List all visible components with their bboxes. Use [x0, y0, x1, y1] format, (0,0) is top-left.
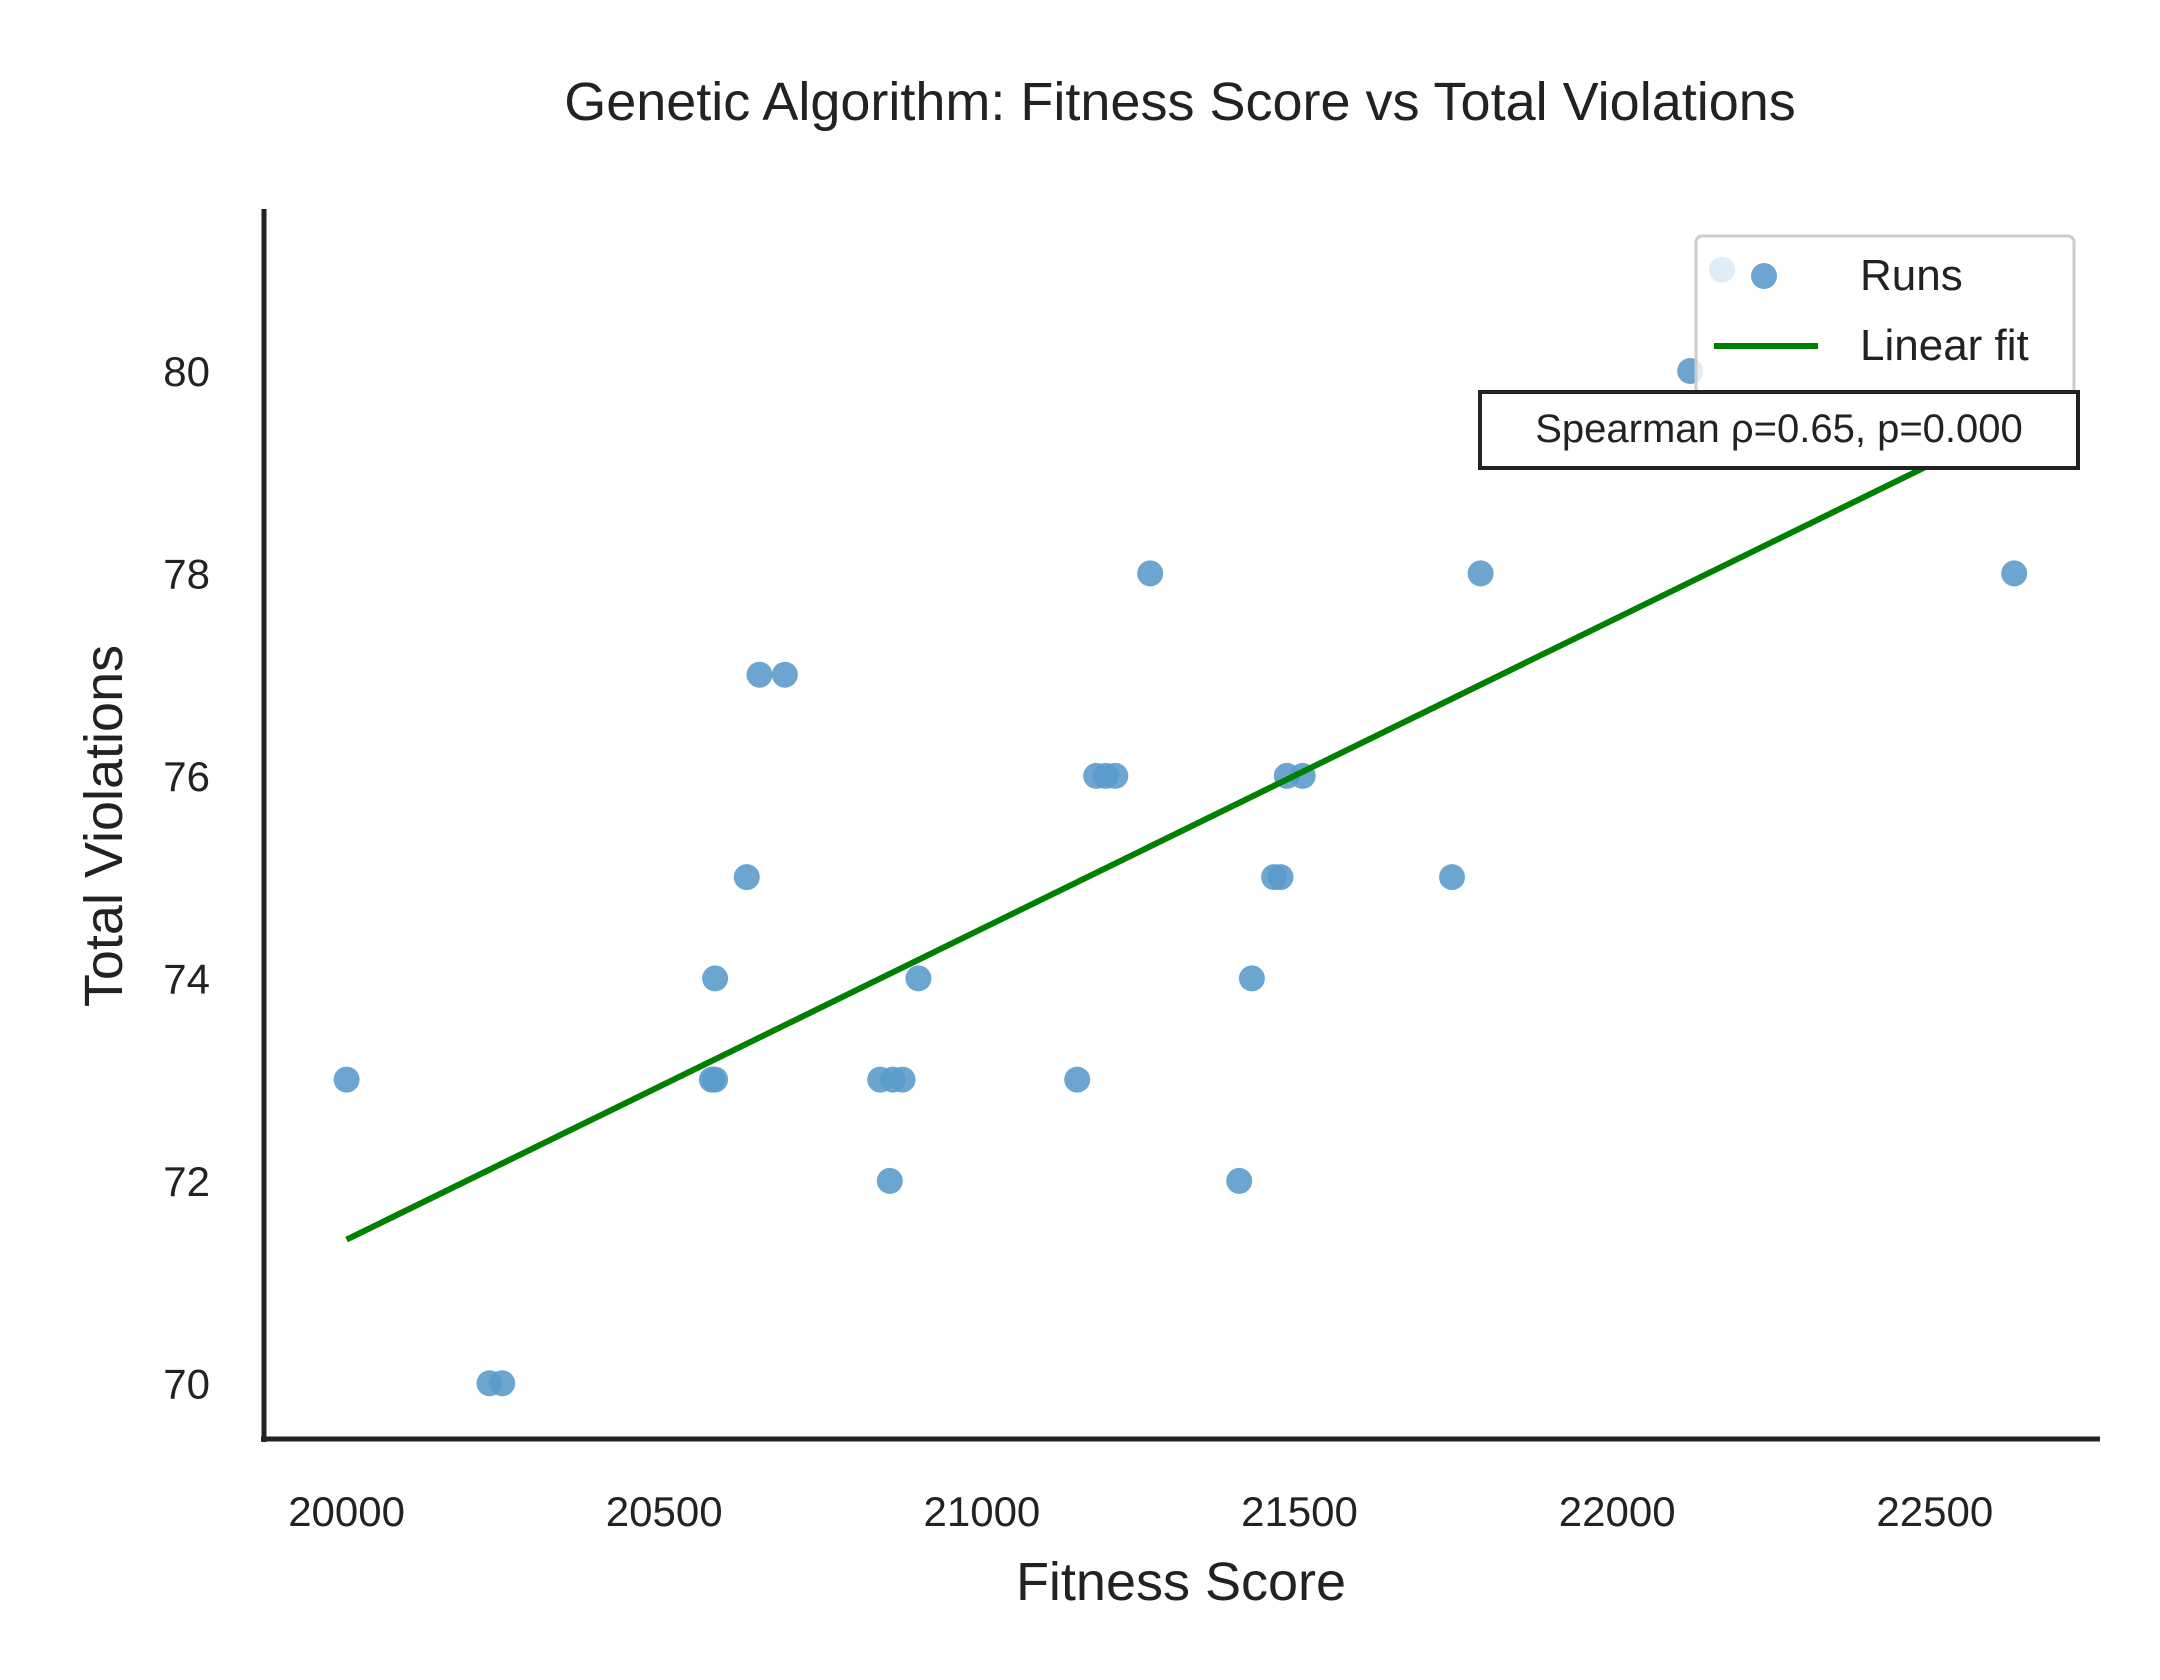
x-tick-label: 20500 [606, 1488, 723, 1535]
legend-runs-marker [1751, 263, 1777, 289]
x-tick-label: 22000 [1559, 1488, 1676, 1535]
data-point [489, 1370, 516, 1397]
y-tick-label: 80 [163, 348, 210, 395]
x-tick-label: 22500 [1876, 1488, 1993, 1535]
stats-annotation: Spearman ρ=0.65, p=0.000 [1478, 390, 2080, 470]
legend-runs-label: Runs [1860, 251, 1963, 300]
data-point [746, 661, 773, 688]
data-point [333, 1066, 360, 1093]
data-point [876, 1167, 903, 1194]
data-point [733, 864, 760, 891]
axis-ticks: 20000 20500 21000 21500 22000 22500 70 72 74 76 78… [163, 348, 1993, 1535]
data-point [702, 965, 729, 992]
x-tick-label: 21500 [1241, 1488, 1358, 1535]
y-tick-label: 70 [163, 1360, 210, 1407]
data-point [771, 661, 798, 688]
data-point [889, 1066, 916, 1093]
data-point [905, 965, 932, 992]
legend-fit-label: Linear fit [1860, 321, 2029, 370]
data-point [1267, 864, 1294, 891]
legend: Runs Linear fit [1694, 234, 2076, 396]
x-axis-label: Fitness Score [1016, 1552, 1346, 1612]
data-point [1137, 560, 1164, 587]
x-tick-label: 21000 [924, 1488, 1041, 1535]
linear-fit-line [345, 420, 2016, 1243]
data-point [1102, 762, 1129, 789]
y-tick-label: 76 [163, 753, 210, 800]
annotation-box [1478, 390, 2080, 470]
data-point [1467, 560, 1494, 587]
chart-title: Genetic Algorithm: Fitness Score vs Tota… [564, 72, 1796, 132]
y-tick-label: 72 [163, 1158, 210, 1205]
data-point [1064, 1066, 1091, 1093]
x-tick-label: 20000 [288, 1488, 405, 1535]
y-tick-label: 78 [163, 550, 210, 597]
data-point [2001, 560, 2028, 587]
data-point [1439, 864, 1465, 891]
y-tick-label: 74 [163, 955, 210, 1002]
data-point [1238, 965, 1265, 992]
data-point [1226, 1167, 1253, 1194]
y-axis-label: Total Violations [74, 645, 134, 1007]
data-point [702, 1066, 729, 1093]
annotation-text: Spearman ρ=0.65, p=0.000 [1535, 407, 2023, 451]
